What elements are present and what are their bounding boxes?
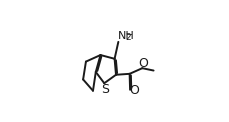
Text: NH: NH (118, 31, 134, 41)
Text: S: S (101, 83, 109, 96)
Text: O: O (128, 84, 138, 97)
Text: 2: 2 (125, 32, 131, 41)
Text: O: O (137, 56, 147, 70)
